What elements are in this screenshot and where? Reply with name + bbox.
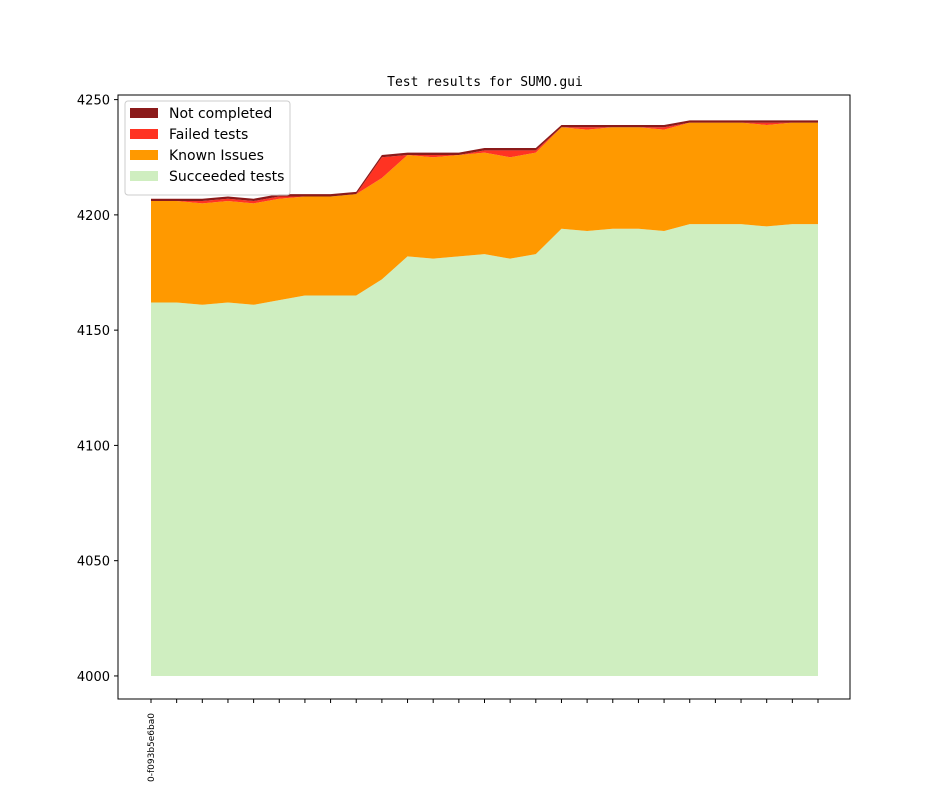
- y-tick-label: 4100: [77, 439, 110, 454]
- x-axis: 0-f093b5e6ba0: [147, 699, 819, 782]
- legend-label-succeeded-tests: Succeeded tests: [169, 169, 284, 185]
- area-layers: [151, 120, 818, 676]
- legend-label-known-issues: Known Issues: [169, 148, 264, 164]
- legend-label-not-completed: Not completed: [169, 106, 272, 122]
- chart-title: Test results for SUMO.gui: [387, 75, 583, 90]
- legend-swatch-failed-tests: [130, 129, 158, 139]
- area-known-issues: [151, 122, 818, 305]
- legend-swatch-succeeded-tests: [130, 171, 158, 181]
- legend: Not completed Failed tests Known Issues Suc…: [124, 100, 291, 196]
- y-tick-label: 4050: [77, 555, 110, 570]
- legend-label-failed-tests: Failed tests: [169, 127, 248, 143]
- y-tick-label: 4200: [77, 209, 110, 224]
- y-axis: 4000 4050 4100 4150 4200 4250: [77, 94, 118, 685]
- y-tick-label: 4150: [77, 324, 110, 339]
- legend-swatch-not-completed: [130, 108, 158, 118]
- y-tick-label: 4250: [77, 94, 110, 109]
- x-tick-label: 0-f093b5e6ba0: [147, 713, 157, 782]
- legend-swatch-known-issues: [130, 150, 158, 160]
- y-tick-label: 4000: [77, 670, 110, 685]
- legend-box: [124, 100, 291, 196]
- area-succeeded-tests: [151, 224, 818, 676]
